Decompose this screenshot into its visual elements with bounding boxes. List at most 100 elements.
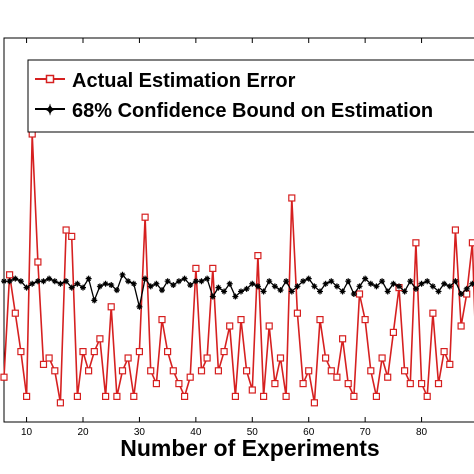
data-point	[310, 399, 318, 407]
data-point	[56, 399, 65, 407]
legend-label-series-1: Actual Estimation Error	[72, 70, 296, 92]
data-point	[305, 275, 312, 282]
data-point	[423, 392, 431, 400]
data-point	[345, 278, 352, 285]
data-point	[96, 335, 104, 343]
data-point	[254, 283, 261, 290]
data-point	[277, 287, 284, 294]
data-point	[452, 278, 459, 285]
data-point	[169, 367, 177, 375]
data-point	[317, 288, 323, 295]
data-point	[158, 316, 166, 324]
data-point	[186, 373, 194, 381]
data-point	[79, 348, 87, 356]
data-point	[214, 367, 222, 375]
x-tick-label: 10	[21, 427, 33, 438]
data-point	[350, 392, 358, 400]
x-tick-label: 30	[134, 427, 146, 438]
data-point	[226, 322, 234, 330]
data-point	[119, 271, 126, 278]
data-point	[152, 380, 160, 388]
data-point	[468, 239, 474, 247]
legend-box	[27, 59, 474, 133]
data-point	[63, 278, 70, 285]
data-point	[198, 278, 205, 285]
data-point	[96, 283, 103, 290]
data-point	[130, 280, 137, 287]
data-point	[266, 278, 273, 285]
data-point	[12, 275, 19, 282]
data-point	[384, 288, 391, 295]
data-point	[90, 348, 98, 356]
x-axis-label: Number of Experiments	[120, 435, 379, 461]
data-point	[412, 239, 420, 247]
data-point	[147, 283, 154, 290]
data-point	[226, 280, 233, 287]
legend-marker-series-2: ✦	[44, 102, 57, 119]
data-point	[45, 354, 53, 362]
data-point	[17, 348, 25, 356]
data-point	[441, 280, 448, 287]
data-point	[113, 392, 121, 400]
x-tick-label: 50	[247, 427, 259, 438]
data-point	[107, 303, 115, 311]
data-point	[406, 380, 414, 388]
data-point	[1, 278, 7, 285]
data-point	[238, 288, 244, 295]
data-point	[328, 278, 335, 285]
data-point	[68, 284, 75, 291]
series-layer	[0, 130, 474, 407]
data-point	[339, 335, 347, 343]
data-point	[243, 367, 251, 375]
legend: Actual Estimation Error ✦ 68% Confidence…	[27, 59, 474, 133]
data-point	[282, 392, 290, 400]
legend-label-series-2: 68% Confidence Bound on Estimation	[72, 100, 433, 122]
data-point	[271, 283, 278, 290]
data-point	[361, 316, 369, 324]
data-point	[418, 280, 425, 287]
data-point	[204, 275, 211, 282]
data-point	[463, 285, 470, 292]
data-point	[192, 264, 200, 272]
data-point	[440, 348, 448, 356]
data-point	[141, 213, 149, 221]
data-point	[231, 392, 239, 400]
data-point	[300, 278, 307, 285]
data-point	[62, 226, 70, 234]
data-point	[265, 322, 273, 330]
data-point	[159, 287, 165, 294]
data-point	[91, 297, 98, 304]
data-point	[379, 278, 386, 285]
data-point	[424, 278, 431, 285]
data-point	[175, 380, 183, 388]
data-point	[356, 283, 363, 290]
data-point	[68, 232, 76, 240]
data-point	[6, 278, 13, 285]
data-point	[457, 322, 465, 330]
data-point	[84, 367, 93, 375]
data-point	[101, 392, 110, 400]
data-point	[243, 285, 250, 292]
data-point	[372, 392, 380, 400]
data-point	[390, 280, 397, 287]
data-point	[355, 290, 364, 298]
data-point	[51, 278, 58, 285]
data-point	[260, 288, 267, 295]
data-point	[339, 288, 346, 295]
data-point	[102, 280, 109, 287]
data-point	[435, 288, 442, 295]
data-point	[333, 373, 341, 381]
data-point	[5, 271, 14, 279]
data-point	[458, 291, 465, 297]
data-point	[209, 264, 217, 272]
data-point	[142, 275, 149, 282]
x-tick-label: 60	[303, 427, 315, 438]
data-point	[294, 283, 301, 290]
data-point	[249, 280, 256, 287]
data-point	[446, 360, 454, 368]
data-point	[322, 280, 329, 287]
data-point	[254, 252, 262, 260]
data-point	[373, 283, 380, 290]
data-point	[367, 367, 375, 375]
data-point	[34, 278, 41, 285]
